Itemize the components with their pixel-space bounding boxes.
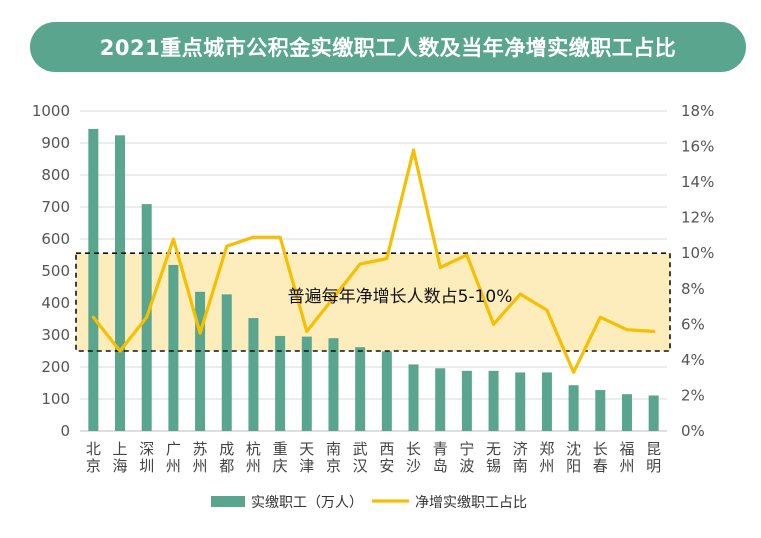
x-category-label: 福州 <box>619 440 634 475</box>
x-category-label: 郑州 <box>539 440 554 475</box>
x-category-label: 天津 <box>299 440 314 475</box>
x-category-label: 北京 <box>86 440 101 475</box>
x-category-label: 武汉 <box>353 440 368 475</box>
x-category-label: 宁波 <box>459 440 474 475</box>
bar <box>328 338 339 431</box>
bar <box>621 394 632 431</box>
y-right-tick-label: 4% <box>681 351 705 369</box>
bar <box>408 364 419 431</box>
bar <box>115 135 126 431</box>
axes: 0 100 200 300 400 500 600 700 800 900 1000 0% 2% 4% 6%… <box>32 102 715 475</box>
x-category-label: 西安 <box>379 440 394 475</box>
bar <box>461 370 472 431</box>
bar <box>568 385 579 431</box>
annotation-label: 普遍每年净增长人数占5-10% <box>288 287 513 307</box>
x-category-label: 长春 <box>593 440 608 475</box>
y-left-tick-label: 800 <box>41 166 70 184</box>
x-category-label: 上海 <box>113 440 128 475</box>
x-category-label: 重庆 <box>273 440 288 475</box>
y-right-tick-label: 0% <box>681 422 705 440</box>
bar <box>301 336 312 431</box>
bar <box>355 347 366 431</box>
x-category-label: 广州 <box>166 440 181 475</box>
y-left-tick-label: 100 <box>41 390 70 408</box>
y-right-tick-label: 2% <box>681 386 705 404</box>
bar <box>515 372 526 431</box>
bar <box>88 128 99 432</box>
y-left-tick-label: 600 <box>41 230 70 248</box>
bar <box>541 372 552 431</box>
x-category-label: 南京 <box>326 440 341 475</box>
y-left-tick-label: 900 <box>41 134 70 152</box>
bar-series <box>88 128 659 432</box>
bar <box>488 370 499 431</box>
legend: 实缴职工（万人） 净增实缴职工占比 <box>211 495 527 511</box>
chart-title-banner: 2021重点城市公积金实缴职工人数及当年净增实缴职工占比 <box>30 22 746 72</box>
x-category-label: 长沙 <box>406 440 421 475</box>
x-category-label: 青岛 <box>433 440 448 475</box>
y-left-tick-label: 300 <box>41 326 70 344</box>
y-right-tick-label: 10% <box>681 244 714 262</box>
bar <box>275 335 286 431</box>
annotation-band-border <box>75 252 671 352</box>
x-category-label: 无锡 <box>486 440 501 475</box>
y-right-tick-label: 8% <box>681 280 705 298</box>
bar <box>195 291 206 431</box>
line-series: 普遍每年净增长人数占5-10% <box>75 148 671 374</box>
y-left-tick-label: 400 <box>41 294 70 312</box>
bar <box>435 368 446 431</box>
bar <box>648 395 659 431</box>
y-left-tick-label: 0 <box>60 422 70 440</box>
y-right-tick-label: 14% <box>681 173 714 191</box>
legend-swatch-bar <box>211 496 245 507</box>
x-category-label: 深圳 <box>139 440 154 475</box>
y-right-tick-label: 16% <box>681 138 714 156</box>
y-left-tick-label: 200 <box>41 358 70 376</box>
x-category-label: 济南 <box>513 440 528 475</box>
bar <box>595 390 606 431</box>
x-category-label: 昆明 <box>646 440 661 475</box>
bar <box>168 264 179 431</box>
y-left-tick-label: 700 <box>41 198 70 216</box>
legend-label-bar: 实缴职工（万人） <box>251 495 363 511</box>
bar <box>221 294 232 431</box>
x-category-label: 杭州 <box>246 440 261 475</box>
line-path <box>91 148 656 374</box>
x-category-label: 沈阳 <box>566 440 581 475</box>
x-category-label: 苏州 <box>193 440 208 475</box>
y-right-tick-label: 12% <box>681 209 714 227</box>
x-category-label: 成都 <box>219 440 234 475</box>
bar <box>381 351 392 431</box>
y-left-tick-label: 500 <box>41 262 70 280</box>
bar <box>248 318 259 431</box>
y-right-tick-label: 6% <box>681 315 705 333</box>
chart-title: 2021重点城市公积金实缴职工人数及当年净增实缴职工占比 <box>99 36 677 60</box>
legend-label-line: 净增实缴职工占比 <box>415 495 527 511</box>
y-left-tick-label: 1000 <box>32 102 70 120</box>
y-right-tick-label: 18% <box>681 102 714 120</box>
